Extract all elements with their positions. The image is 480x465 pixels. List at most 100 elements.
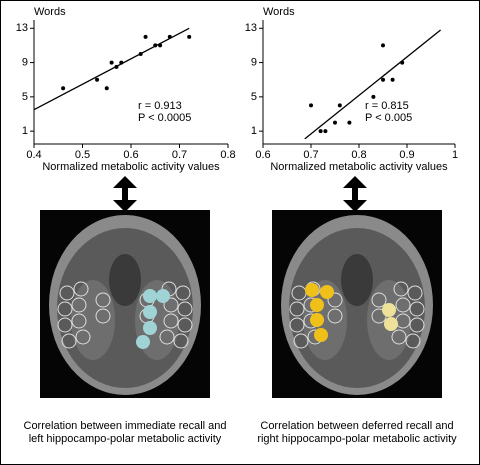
roi [382, 303, 396, 317]
roi [391, 329, 407, 345]
midbrain [109, 254, 141, 306]
caption: right hippocampo-polar metabolic activit… [257, 433, 457, 445]
caption: Correlation between deferred recall and [260, 420, 453, 432]
point [153, 43, 158, 48]
point [323, 129, 328, 134]
roi [405, 333, 421, 349]
point [95, 77, 100, 82]
y-axis-label: Words [34, 6, 66, 18]
point [109, 60, 114, 65]
roi [163, 297, 179, 313]
roi [320, 285, 334, 299]
roi [59, 285, 75, 301]
roi [71, 297, 87, 313]
roi [314, 328, 328, 342]
roi [143, 321, 157, 335]
roi [156, 289, 170, 303]
roi [136, 335, 150, 349]
point [138, 52, 143, 56]
x-tick-label: 0.7 [172, 149, 187, 161]
roi [73, 281, 89, 297]
roi [57, 317, 73, 333]
roi [409, 317, 425, 333]
x-tick-label: 1 [452, 149, 458, 161]
roi [143, 289, 157, 303]
point [333, 120, 337, 125]
y-tick-label: 13 [16, 22, 28, 34]
roi [384, 317, 398, 331]
roi [305, 283, 319, 297]
point [143, 34, 148, 39]
roi [393, 281, 409, 297]
y-axis-label: Words [263, 6, 295, 18]
roi [143, 305, 157, 319]
roi [173, 333, 189, 349]
arrows [113, 176, 367, 212]
roi [327, 292, 343, 308]
x-tick-label: 0.7 [303, 149, 318, 161]
point [381, 77, 385, 82]
x-tick-label: 0.8 [351, 149, 366, 161]
roi [177, 301, 193, 317]
point [104, 86, 109, 91]
roi [371, 292, 387, 308]
y-tick-label: 1 [251, 125, 257, 137]
x-tick-label: 0.9 [399, 149, 414, 161]
roi [289, 301, 305, 317]
point [119, 60, 124, 65]
point [400, 60, 405, 65]
roi [57, 301, 73, 317]
roi [75, 329, 91, 345]
point [167, 34, 172, 39]
roi [175, 285, 191, 301]
roi [407, 285, 423, 301]
x-tick-label: 0.5 [75, 149, 90, 161]
annotation: r = 0.815 [365, 100, 409, 112]
roi [395, 297, 411, 313]
point [371, 94, 376, 99]
point [187, 34, 192, 39]
roi [71, 313, 87, 329]
x-tick-label: 0.6 [255, 149, 270, 161]
roi [95, 308, 111, 324]
point [337, 103, 342, 108]
roi [61, 333, 77, 349]
point [61, 86, 66, 91]
point [347, 120, 352, 125]
x-tick-label: 0.4 [26, 149, 41, 161]
annotation: P < 0.0005 [138, 112, 191, 124]
lobe [71, 280, 115, 360]
roi [293, 333, 309, 349]
brain-image [272, 210, 442, 398]
x-tick-label: 0.8 [220, 149, 235, 161]
point [309, 103, 313, 108]
roi [310, 313, 324, 327]
annotation: P < 0.005 [365, 112, 412, 124]
point [381, 43, 385, 48]
roi [289, 317, 305, 333]
roi [327, 308, 343, 324]
point [114, 64, 119, 69]
y-tick-label: 13 [245, 22, 257, 34]
fit-line [33, 27, 190, 111]
y-tick-label: 9 [22, 56, 28, 68]
fit-line [304, 29, 442, 140]
caption: Correlation between immediate recall and [24, 420, 227, 432]
y-tick-label: 5 [251, 91, 257, 103]
annotation: r = 0.913 [138, 100, 182, 112]
point [390, 77, 395, 82]
roi [310, 298, 324, 312]
x-axis-label: Normalized metabolic activity values [42, 161, 220, 173]
roi [177, 317, 193, 333]
roi [95, 292, 111, 308]
roi [159, 329, 175, 345]
roi [163, 313, 179, 329]
roi [409, 301, 425, 317]
caption: left hippocampo-polar metabolic activity [29, 433, 222, 445]
x-tick-label: 0.6 [123, 149, 138, 161]
y-tick-label: 1 [22, 125, 28, 137]
point [158, 43, 163, 48]
midbrain [341, 254, 373, 306]
y-tick-label: 5 [22, 91, 28, 103]
